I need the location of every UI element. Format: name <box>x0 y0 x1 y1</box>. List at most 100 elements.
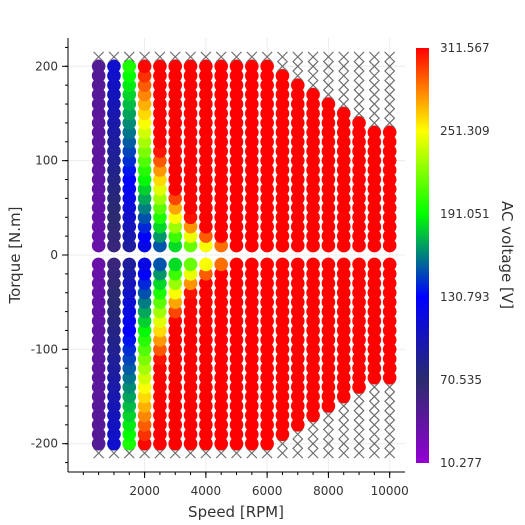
data-point <box>137 219 152 234</box>
data-point <box>214 380 228 394</box>
data-point <box>245 125 259 140</box>
infeasible-marker <box>322 51 334 63</box>
data-point <box>352 361 366 376</box>
data-point <box>290 163 305 177</box>
data-point <box>122 78 137 92</box>
data-point <box>290 276 305 291</box>
data-point <box>290 267 305 281</box>
data-point <box>306 267 320 281</box>
data-point <box>352 342 366 357</box>
data-point <box>91 267 106 281</box>
data-point <box>137 285 152 300</box>
data-point <box>245 163 259 177</box>
infeasible-marker <box>322 60 334 72</box>
data-point <box>183 333 198 347</box>
data-point <box>107 172 121 187</box>
infeasible-marker <box>139 51 151 63</box>
infeasible-marker <box>322 419 334 431</box>
data-point <box>321 125 336 140</box>
infeasible-marker <box>200 447 212 459</box>
data-point <box>183 427 198 442</box>
data-point <box>290 351 305 366</box>
colorbar-ticks: 311.567 251.309 191.051 130.793 70.535 10.277 <box>440 41 490 470</box>
data-point <box>168 276 183 291</box>
data-point <box>336 182 351 196</box>
infeasible-marker <box>292 60 304 72</box>
data-point <box>137 276 152 291</box>
data-point <box>183 267 198 281</box>
data-point <box>122 210 137 225</box>
data-point <box>245 134 259 149</box>
data-point <box>168 351 183 366</box>
data-point <box>245 210 259 225</box>
infeasible-marker <box>292 51 304 63</box>
infeasible-marker <box>338 79 350 91</box>
data-point <box>367 238 382 253</box>
data-point <box>168 380 183 394</box>
data-point <box>122 238 137 253</box>
data-point <box>229 351 244 366</box>
data-point <box>107 389 121 404</box>
infeasible-marker <box>108 51 120 63</box>
data-point <box>214 87 228 102</box>
data-point <box>275 314 290 328</box>
data-point <box>122 163 137 177</box>
data-point <box>336 333 351 347</box>
data-point <box>382 238 397 253</box>
data-point <box>290 238 305 253</box>
data-point <box>229 87 244 102</box>
data-point <box>245 97 259 111</box>
data-point <box>306 389 320 404</box>
infeasible-marker <box>307 428 319 440</box>
data-point <box>137 106 152 121</box>
data-point <box>290 116 305 130</box>
data-point <box>260 106 274 121</box>
data-point <box>290 144 305 159</box>
data-point <box>199 210 213 225</box>
data-point <box>183 201 198 215</box>
data-point <box>321 191 336 206</box>
data-point <box>168 314 183 328</box>
data-point <box>183 361 198 376</box>
data-point <box>290 389 305 404</box>
data-point <box>229 427 244 442</box>
infeasible-marker <box>139 447 151 459</box>
data-point <box>183 106 198 121</box>
data-point <box>306 408 320 423</box>
data-point <box>168 267 183 281</box>
data-point <box>122 342 137 357</box>
data-point <box>321 285 336 300</box>
data-point <box>107 87 121 102</box>
data-point <box>306 201 320 215</box>
data-point <box>321 116 336 130</box>
data-point <box>352 201 366 215</box>
data-point <box>137 370 152 385</box>
data-point <box>199 389 213 404</box>
data-point <box>183 436 198 451</box>
data-point <box>183 163 198 177</box>
data-point <box>199 257 213 272</box>
data-point <box>321 342 336 357</box>
data-point <box>382 323 397 338</box>
data-point <box>199 285 213 300</box>
data-point <box>122 427 137 442</box>
data-point <box>275 125 290 140</box>
data-point <box>199 191 213 206</box>
infeasible-marker <box>384 108 396 119</box>
data-point <box>275 219 290 234</box>
infeasible-marker <box>338 419 350 431</box>
data-point <box>321 134 336 149</box>
data-point <box>214 436 228 451</box>
data-point <box>199 436 213 451</box>
infeasible-marker <box>368 428 380 440</box>
data-point <box>290 399 305 413</box>
data-point <box>137 87 152 102</box>
data-point <box>321 210 336 225</box>
y-tick-label: 200 <box>35 59 58 73</box>
infeasible-marker <box>353 98 365 110</box>
data-point <box>107 314 121 328</box>
infeasible-marker <box>353 60 365 72</box>
data-point <box>290 153 305 168</box>
data-point <box>290 201 305 215</box>
data-point <box>306 229 320 243</box>
